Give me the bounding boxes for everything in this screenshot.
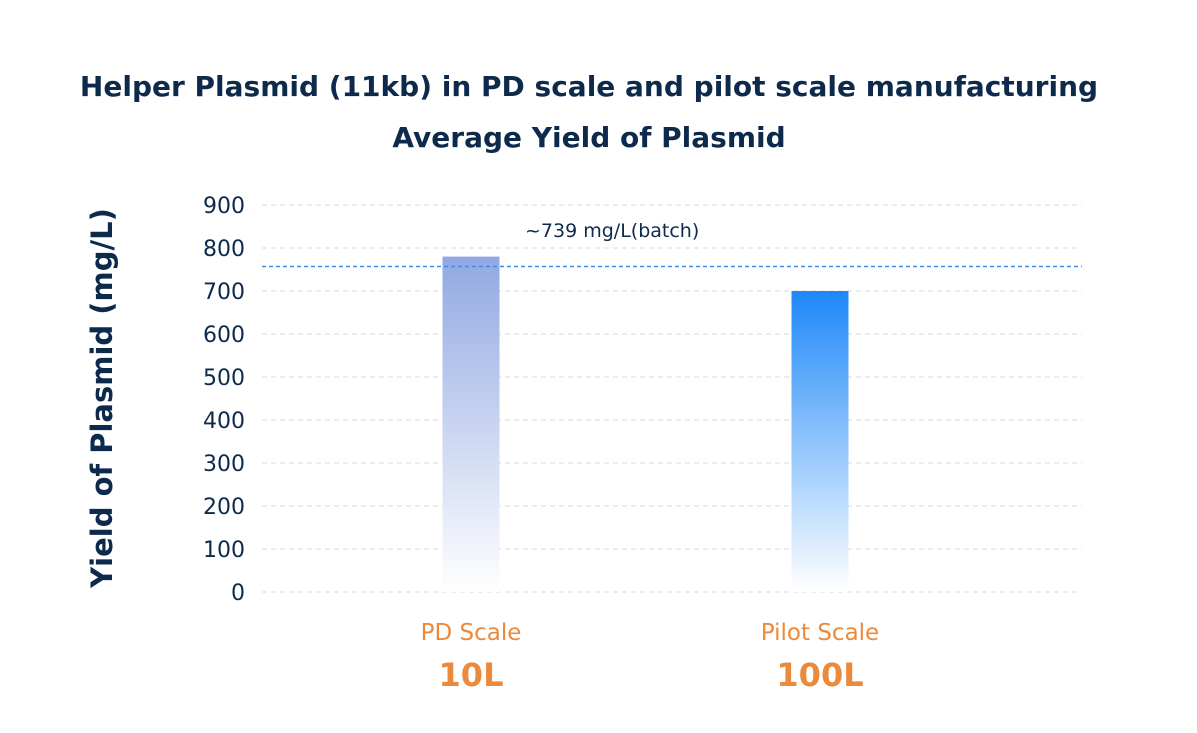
reference-line-group: ~739 mg/L(batch): [262, 220, 1082, 268]
bars: [442, 256, 849, 592]
x-category-sublabel: 100L: [776, 656, 863, 694]
x-category-label: PD Scale: [421, 620, 522, 646]
bar-2: [791, 291, 849, 592]
y-tick-label: 400: [203, 409, 245, 434]
y-tick-label: 600: [203, 323, 245, 348]
y-tick-labels: 0 100 200 300 400 500 600 700 800 900: [203, 194, 245, 606]
y-tick-label: 100: [203, 538, 245, 563]
y-tick-label: 800: [203, 237, 245, 262]
y-tick-label: 200: [203, 495, 245, 520]
x-tick-labels: PD Scale 10L Pilot Scale 100L: [421, 620, 880, 694]
reference-line-label: ~739 mg/L(batch): [525, 220, 699, 242]
y-axis-label: Yield of Plasmid (mg/L): [85, 208, 119, 589]
y-tick-label: 500: [203, 366, 245, 391]
x-category-label: Pilot Scale: [761, 620, 879, 646]
bar-1: [442, 256, 500, 592]
y-tick-label: 700: [203, 280, 245, 305]
y-tick-label: 900: [203, 194, 245, 219]
y-tick-label: 0: [231, 581, 245, 606]
gridlines: [262, 204, 1082, 593]
x-category-sublabel: 10L: [439, 656, 504, 694]
chart-title: Helper Plasmid (11kb) in PD scale and pi…: [80, 70, 1098, 103]
y-tick-label: 300: [203, 452, 245, 477]
chart-subtitle: Average Yield of Plasmid: [392, 121, 785, 154]
